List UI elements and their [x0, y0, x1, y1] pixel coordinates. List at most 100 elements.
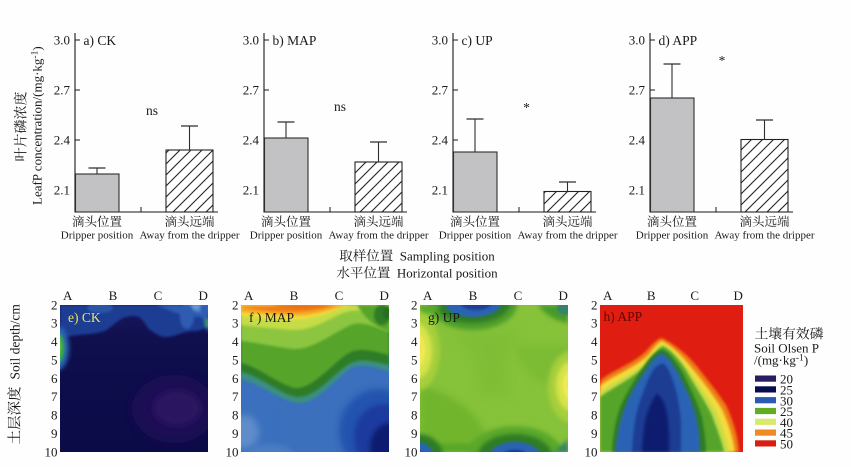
svg-text:*: *: [523, 100, 530, 115]
svg-text:6: 6: [411, 371, 418, 386]
svg-text:Sampling position: Sampling position: [400, 249, 495, 264]
svg-text:3.0: 3.0: [629, 32, 645, 47]
svg-text:9: 9: [411, 426, 418, 441]
svg-text:2: 2: [411, 297, 418, 312]
svg-text:*: *: [719, 53, 726, 68]
svg-text:f ) MAP: f ) MAP: [249, 310, 294, 325]
svg-text:40: 40: [780, 415, 793, 430]
svg-text:A: A: [63, 288, 73, 303]
svg-text:Away from the dripper: Away from the dripper: [714, 230, 814, 242]
svg-text:D: D: [199, 288, 208, 303]
svg-text:ns: ns: [146, 103, 158, 118]
svg-text:2: 2: [51, 297, 58, 312]
svg-text:10: 10: [45, 444, 58, 459]
svg-text:8: 8: [51, 408, 58, 423]
svg-text:3.0: 3.0: [432, 32, 448, 47]
svg-text:10: 10: [405, 444, 418, 459]
svg-text:D: D: [559, 288, 568, 303]
svg-text:4: 4: [51, 334, 58, 349]
svg-text:d) APP: d) APP: [659, 33, 698, 48]
svg-text:B: B: [647, 288, 656, 303]
svg-text:C: C: [154, 288, 163, 303]
svg-text:2.1: 2.1: [54, 182, 70, 197]
svg-text:6: 6: [51, 371, 58, 386]
svg-text:3: 3: [591, 316, 598, 331]
svg-text:b) MAP: b) MAP: [273, 33, 317, 48]
svg-text:B: B: [109, 288, 118, 303]
svg-text:20: 20: [780, 372, 793, 387]
svg-text:B: B: [469, 288, 478, 303]
svg-text:/(mg·kg-1): /(mg·kg-1): [754, 353, 808, 368]
svg-text:3: 3: [232, 316, 239, 331]
svg-text:C: C: [335, 288, 344, 303]
svg-text:Dripper position: Dripper position: [61, 230, 134, 242]
svg-text:4: 4: [232, 334, 239, 349]
svg-text:2: 2: [591, 297, 598, 312]
svg-text:ns: ns: [334, 99, 346, 114]
svg-text:25: 25: [780, 383, 793, 398]
svg-text:A: A: [603, 288, 613, 303]
svg-text:LeafP concentration/(mg·kg-1): LeafP concentration/(mg·kg-1): [30, 46, 45, 205]
svg-text:6: 6: [591, 371, 598, 386]
svg-text:25: 25: [780, 404, 793, 419]
svg-text:A: A: [423, 288, 433, 303]
svg-text:D: D: [734, 288, 743, 303]
svg-text:h) APP: h) APP: [604, 309, 643, 324]
svg-text:Away from the dripper: Away from the dripper: [139, 230, 239, 242]
svg-text:Dripper position: Dripper position: [250, 230, 323, 242]
svg-text:7: 7: [411, 389, 418, 404]
svg-text:Horizontal position: Horizontal position: [397, 266, 498, 281]
svg-text:c) UP: c) UP: [462, 33, 493, 48]
svg-text:B: B: [290, 288, 299, 303]
svg-text:5: 5: [232, 352, 239, 367]
svg-text:50: 50: [780, 437, 793, 452]
svg-text:45: 45: [780, 426, 793, 441]
svg-text:9: 9: [51, 426, 58, 441]
svg-text:Dripper position: Dripper position: [439, 230, 512, 242]
svg-text:g) UP: g) UP: [428, 310, 460, 325]
svg-text:7: 7: [51, 389, 58, 404]
svg-text:3: 3: [51, 316, 58, 331]
svg-text:5: 5: [51, 352, 58, 367]
svg-text:2.4: 2.4: [629, 132, 646, 147]
svg-text:6: 6: [232, 371, 239, 386]
svg-text:A: A: [244, 288, 254, 303]
svg-text:e) CK: e) CK: [68, 310, 101, 325]
svg-text:7: 7: [591, 389, 598, 404]
svg-text:10: 10: [585, 444, 598, 459]
svg-text:2.7: 2.7: [54, 82, 71, 97]
svg-text:5: 5: [591, 352, 598, 367]
svg-text:2.1: 2.1: [243, 182, 259, 197]
svg-text:Away from the dripper: Away from the dripper: [328, 230, 428, 242]
svg-text:3: 3: [411, 316, 418, 331]
svg-text:7: 7: [232, 389, 239, 404]
svg-text:2.4: 2.4: [54, 132, 71, 147]
svg-text:2.7: 2.7: [432, 82, 449, 97]
svg-text:a) CK: a) CK: [84, 33, 117, 48]
svg-text:D: D: [380, 288, 389, 303]
svg-text:2.7: 2.7: [629, 82, 646, 97]
svg-text:Dripper position: Dripper position: [636, 230, 709, 242]
svg-text:4: 4: [411, 334, 418, 349]
svg-text:3.0: 3.0: [243, 32, 259, 47]
svg-text:9: 9: [591, 426, 598, 441]
svg-text:4: 4: [591, 334, 598, 349]
svg-text:Soil depth/cm: Soil depth/cm: [8, 304, 23, 380]
svg-text:3.0: 3.0: [54, 32, 70, 47]
svg-text:8: 8: [591, 408, 598, 423]
svg-text:2.4: 2.4: [243, 132, 260, 147]
svg-text:8: 8: [232, 408, 239, 423]
svg-text:2: 2: [232, 297, 239, 312]
svg-text:8: 8: [411, 408, 418, 423]
svg-text:C: C: [690, 288, 699, 303]
svg-text:10: 10: [226, 444, 239, 459]
svg-text:2.1: 2.1: [629, 182, 645, 197]
svg-text:5: 5: [411, 352, 418, 367]
svg-text:2.7: 2.7: [243, 82, 260, 97]
svg-text:2.1: 2.1: [432, 182, 448, 197]
svg-text:C: C: [514, 288, 523, 303]
svg-text:Away from the dripper: Away from the dripper: [517, 230, 617, 242]
svg-text:30: 30: [780, 393, 793, 408]
svg-text:Soil Olsen P: Soil Olsen P: [754, 341, 819, 356]
svg-text:2.4: 2.4: [432, 132, 449, 147]
